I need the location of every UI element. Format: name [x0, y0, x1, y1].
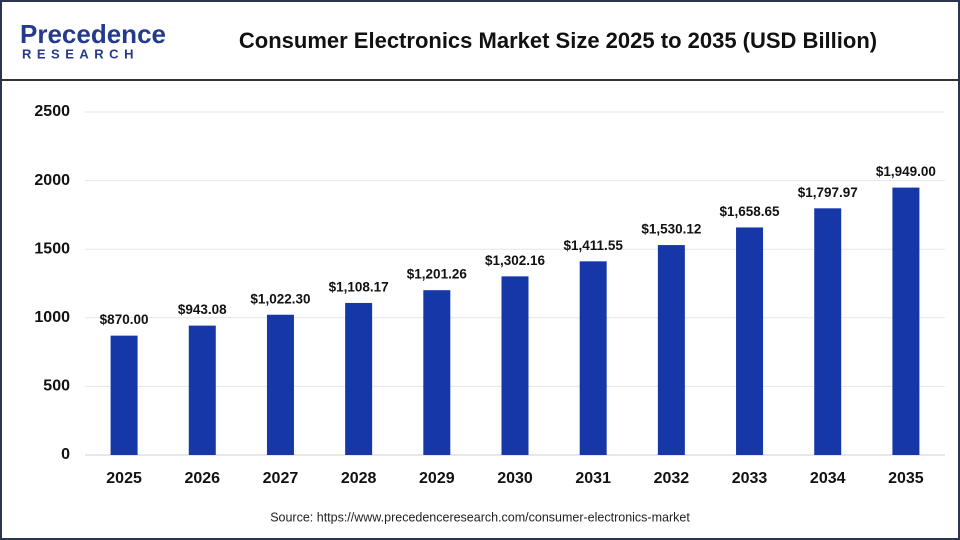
x-tick-label: 2025 [106, 470, 142, 487]
x-tick-label: 2030 [497, 470, 533, 487]
value-label: $1,201.26 [407, 267, 468, 282]
value-label: $1,302.16 [485, 253, 546, 268]
logo-sub: RESEARCH [22, 46, 139, 61]
bar [266, 314, 294, 455]
value-label: $1,658.65 [720, 204, 781, 219]
y-tick-label: 0 [61, 446, 70, 463]
source: Source: https://www.precedenceresearch.c… [270, 510, 690, 524]
bar [657, 245, 685, 455]
value-label: $1,530.12 [641, 222, 701, 237]
bar [579, 261, 607, 455]
value-label: $1,022.30 [250, 291, 310, 306]
bar [892, 187, 920, 455]
x-tick-label: 2033 [732, 470, 768, 487]
bar [501, 276, 529, 455]
value-label: $1,108.17 [329, 280, 389, 295]
value-label: $870.00 [100, 312, 149, 327]
value-label: $943.08 [178, 302, 227, 317]
y-tick-label: 2500 [34, 103, 70, 120]
x-tick-label: 2034 [810, 470, 846, 487]
value-label: $1,411.55 [564, 238, 624, 253]
y-tick-label: 1500 [34, 240, 70, 257]
bar [188, 325, 216, 455]
x-tick-label: 2035 [888, 470, 924, 487]
bar [423, 290, 451, 455]
y-tick-label: 1000 [34, 309, 70, 326]
x-tick-label: 2027 [263, 470, 299, 487]
x-tick-label: 2028 [341, 470, 377, 487]
logo-name: Precedence [20, 19, 166, 49]
bar [345, 302, 373, 455]
value-label: $1,949.00 [876, 164, 936, 179]
x-tick-label: 2032 [654, 470, 690, 487]
x-tick-label: 2031 [575, 470, 611, 487]
x-tick-label: 2026 [184, 470, 220, 487]
value-label: $1,797.97 [798, 185, 858, 200]
bar [736, 227, 764, 455]
bar [814, 208, 842, 455]
y-tick-label: 500 [43, 378, 70, 395]
x-tick-label: 2029 [419, 470, 455, 487]
bar [110, 335, 138, 455]
chart-title: Consumer Electronics Market Size 2025 to… [239, 28, 877, 53]
y-tick-label: 2000 [34, 172, 70, 189]
